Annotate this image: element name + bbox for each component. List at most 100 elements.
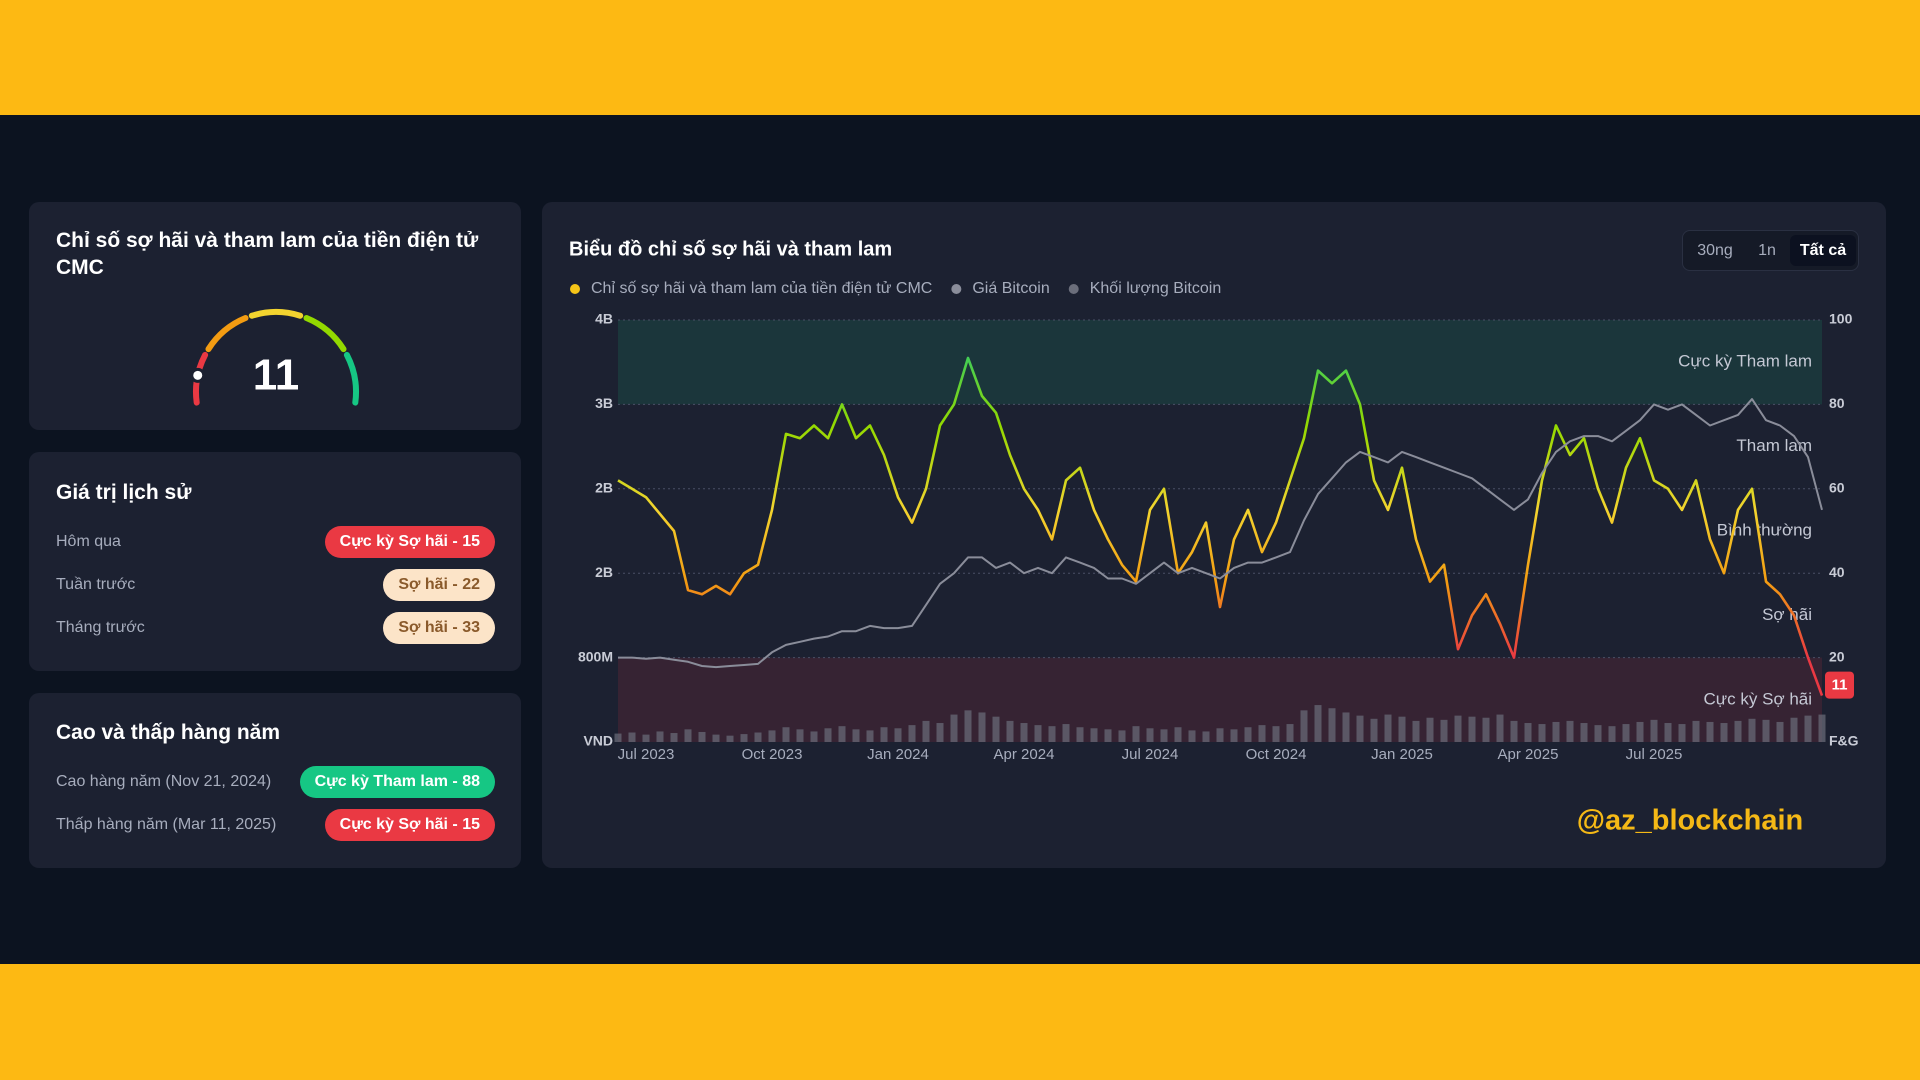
y2-tick-label: 60 xyxy=(1829,480,1845,496)
legend-dot xyxy=(951,284,962,294)
volume-bar xyxy=(1510,720,1518,742)
volume-bar xyxy=(1538,724,1546,742)
volume-bar xyxy=(684,729,692,742)
volume-bar xyxy=(1272,726,1280,742)
volume-bar xyxy=(1790,717,1798,742)
range-tab[interactable]: 1n xyxy=(1758,242,1776,259)
volume-bar xyxy=(1664,723,1672,742)
volume-bar xyxy=(1006,720,1014,742)
series-line xyxy=(618,398,1823,669)
volume-bar xyxy=(1090,728,1098,742)
volume-bar xyxy=(1146,728,1154,742)
volume-bar xyxy=(936,723,944,742)
y2-tick-label: 40 xyxy=(1829,564,1845,580)
badge: Sợ hãi - 33 xyxy=(383,612,495,644)
x-tick-label: Jan 2025 xyxy=(1371,746,1433,763)
volume-bar xyxy=(1230,729,1238,742)
volume-bar xyxy=(1524,723,1532,742)
volume-bar xyxy=(1608,726,1616,742)
badge: Cực kỳ Sợ hãi - 15 xyxy=(324,809,495,841)
volume-bar xyxy=(1804,715,1812,742)
zone-band xyxy=(618,657,1822,742)
row-label: Hôm qua xyxy=(56,533,121,550)
range-tab[interactable]: Tất cả xyxy=(1790,235,1856,266)
volume-bar xyxy=(964,710,972,742)
x-tick-label: Jul 2024 xyxy=(1122,746,1179,763)
volume-bar xyxy=(726,735,734,742)
volume-bar xyxy=(614,733,622,742)
zone-label: Bình thường xyxy=(1717,520,1812,539)
volume-bar xyxy=(1720,723,1728,742)
gauge-segment xyxy=(303,315,347,353)
x-tick-label: Jul 2025 xyxy=(1626,746,1683,763)
volume-bar xyxy=(1566,720,1574,742)
volume-bar xyxy=(1286,724,1294,742)
zone-label: Cực kỳ Sợ hãi xyxy=(1704,689,1813,708)
volume-bar xyxy=(782,727,790,742)
volume-bar xyxy=(852,729,860,742)
volume-bar xyxy=(1258,725,1266,742)
volume-bar xyxy=(1300,710,1308,742)
volume-bar xyxy=(1174,727,1182,742)
volume-bar xyxy=(642,734,650,742)
volume-bar xyxy=(1776,721,1784,742)
y2-tick-label: 20 xyxy=(1829,648,1845,664)
y-tick-label: 3B xyxy=(595,395,613,411)
volume-bar xyxy=(1314,705,1322,742)
card-title: Giá trị lịch sử xyxy=(56,481,192,504)
volume-bar xyxy=(670,733,678,742)
volume-bar xyxy=(950,714,958,742)
legend-label: Giá Bitcoin xyxy=(972,280,1049,297)
volume-bar xyxy=(1650,719,1658,742)
volume-bar xyxy=(1496,714,1504,742)
volume-bar xyxy=(1370,718,1378,742)
gauge-card: Chỉ số sợ hãi và tham lam của tiền điện … xyxy=(29,202,521,430)
card-title: Cao và thấp hàng năm xyxy=(56,721,281,744)
zone-label: Tham lam xyxy=(1736,436,1812,455)
y-tick-label: 2B xyxy=(595,564,613,580)
y-tick-label: 800M xyxy=(578,648,613,664)
x-tick-label: Apr 2024 xyxy=(994,746,1055,763)
current-label: 11 xyxy=(1832,677,1848,694)
badge: Sợ hãi - 22 xyxy=(383,569,495,601)
volume-bar xyxy=(1580,723,1588,742)
volume-bar xyxy=(628,732,636,742)
volume-bar xyxy=(1622,724,1630,742)
y-tick-label: 2B xyxy=(595,480,613,496)
volume-bar xyxy=(656,731,664,742)
volume-bar xyxy=(810,731,818,742)
range-tab[interactable]: 30ng xyxy=(1697,242,1733,259)
volume-bar xyxy=(1048,726,1056,742)
volume-bar xyxy=(1244,727,1252,742)
y-tick-label: VND xyxy=(583,733,613,749)
volume-bar xyxy=(838,726,846,742)
yearly-card: Cao và thấp hàng năm Cao hàng năm (Nov 2… xyxy=(29,693,521,868)
zone-label: Cực kỳ Tham lam xyxy=(1678,352,1812,371)
x-tick-label: Oct 2023 xyxy=(742,746,803,763)
gauge-segment xyxy=(205,315,249,353)
volume-bar xyxy=(1678,724,1686,742)
legend-label: Chỉ số sợ hãi và tham lam của tiền điện … xyxy=(591,280,932,297)
volume-bar xyxy=(866,730,874,742)
volume-bar xyxy=(1734,720,1742,742)
volume-bar xyxy=(1762,719,1770,742)
volume-bar xyxy=(1426,717,1434,742)
volume-bar xyxy=(1132,726,1140,742)
volume-bar xyxy=(1454,715,1462,742)
volume-bar xyxy=(824,728,832,742)
volume-bar xyxy=(698,731,706,742)
gauge-value: 11 xyxy=(253,351,300,400)
legend-dot xyxy=(1068,284,1079,294)
legend-label: Khối lượng Bitcoin xyxy=(1090,280,1222,297)
badge: Cực kỳ Tham lam - 88 xyxy=(299,766,495,798)
volume-bar xyxy=(1384,714,1392,742)
volume-bar xyxy=(1468,716,1476,742)
volume-bar xyxy=(992,716,1000,742)
volume-bar xyxy=(1818,714,1826,742)
volume-bar xyxy=(1076,727,1084,742)
bottom-band xyxy=(0,964,1920,1080)
volume-bar xyxy=(796,729,804,742)
volume-bar xyxy=(1398,716,1406,742)
volume-bar xyxy=(1034,725,1042,742)
